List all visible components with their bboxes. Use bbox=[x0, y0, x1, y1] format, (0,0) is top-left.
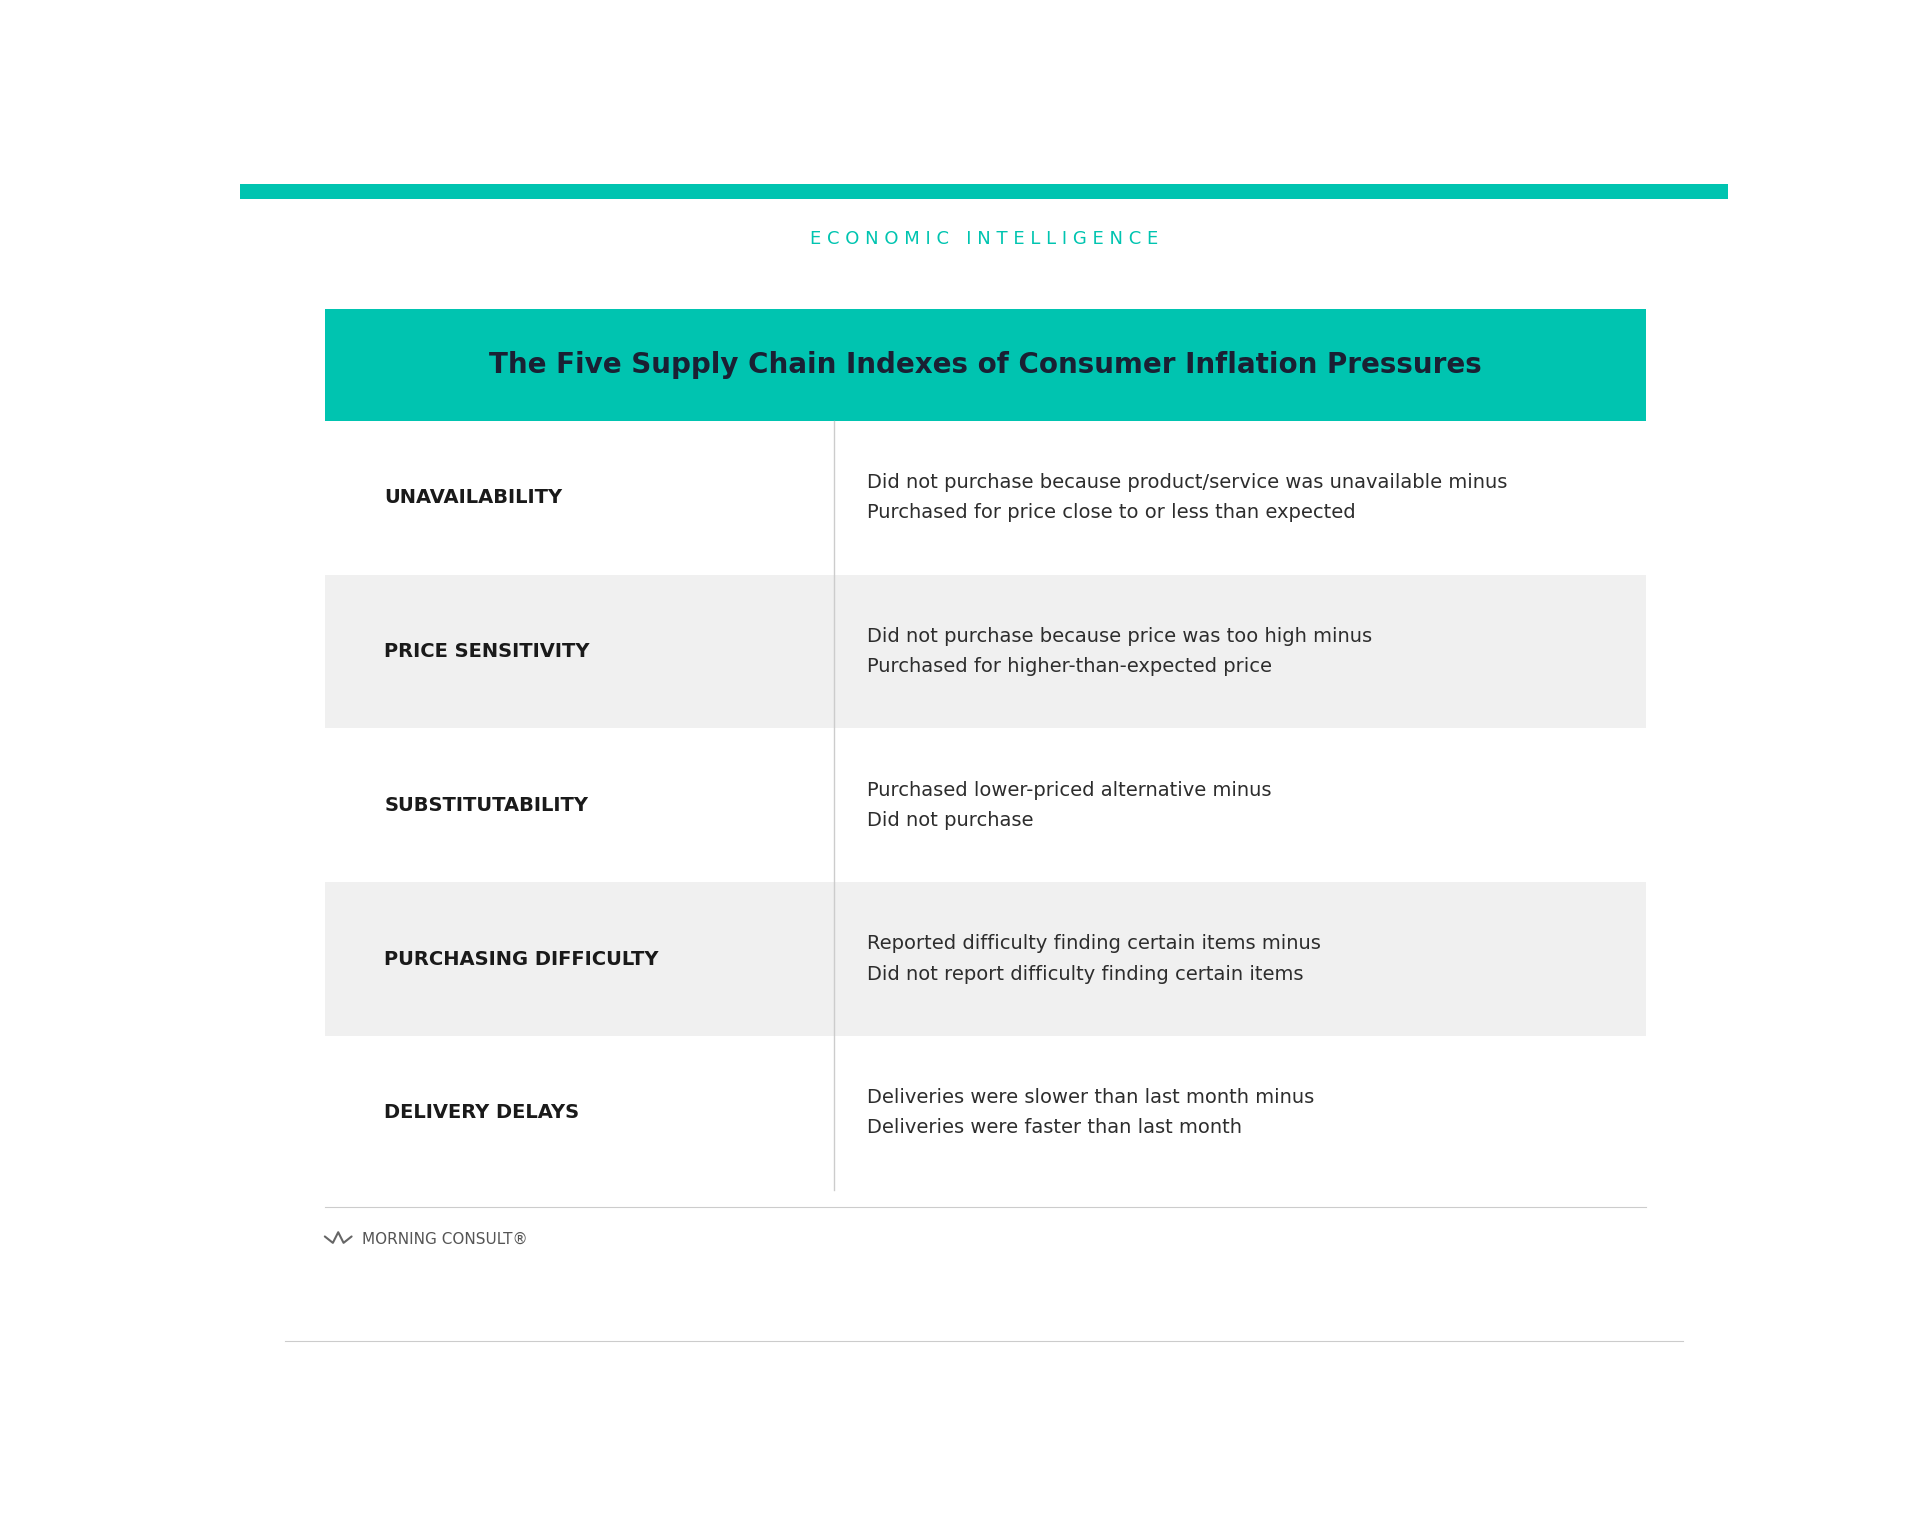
Text: UNAVAILABILITY: UNAVAILABILITY bbox=[384, 488, 563, 507]
Text: Reported difficulty finding certain items minus
Did not report difficulty findin: Reported difficulty finding certain item… bbox=[866, 934, 1321, 983]
Bar bbox=[324, 421, 1645, 574]
Text: The Five Supply Chain Indexes of Consumer Inflation Pressures: The Five Supply Chain Indexes of Consume… bbox=[490, 350, 1482, 379]
Text: Did not purchase because product/service was unavailable minus
Purchased for pri: Did not purchase because product/service… bbox=[866, 473, 1507, 522]
Bar bbox=[324, 574, 1645, 728]
Text: SUBSTITUTABILITY: SUBSTITUTABILITY bbox=[384, 796, 588, 814]
Bar bbox=[324, 1035, 1645, 1189]
Text: DELIVERY DELAYS: DELIVERY DELAYS bbox=[384, 1103, 580, 1123]
Text: Purchased lower-priced alternative minus
Did not purchase: Purchased lower-priced alternative minus… bbox=[866, 780, 1271, 829]
Bar bbox=[324, 882, 1645, 1035]
Text: Did not purchase because price was too high minus
Purchased for higher-than-expe: Did not purchase because price was too h… bbox=[866, 627, 1371, 676]
Text: E C O N O M I C   I N T E L L I G E N C E: E C O N O M I C I N T E L L I G E N C E bbox=[810, 230, 1158, 247]
Bar bbox=[324, 309, 1645, 421]
Text: PRICE SENSITIVITY: PRICE SENSITIVITY bbox=[384, 642, 589, 660]
Text: PURCHASING DIFFICULTY: PURCHASING DIFFICULTY bbox=[384, 949, 659, 969]
Bar bbox=[324, 728, 1645, 882]
Text: MORNING CONSULT®: MORNING CONSULT® bbox=[363, 1232, 528, 1247]
Bar bbox=[240, 184, 1728, 198]
Text: Deliveries were slower than last month minus
Deliveries were faster than last mo: Deliveries were slower than last month m… bbox=[866, 1087, 1313, 1137]
